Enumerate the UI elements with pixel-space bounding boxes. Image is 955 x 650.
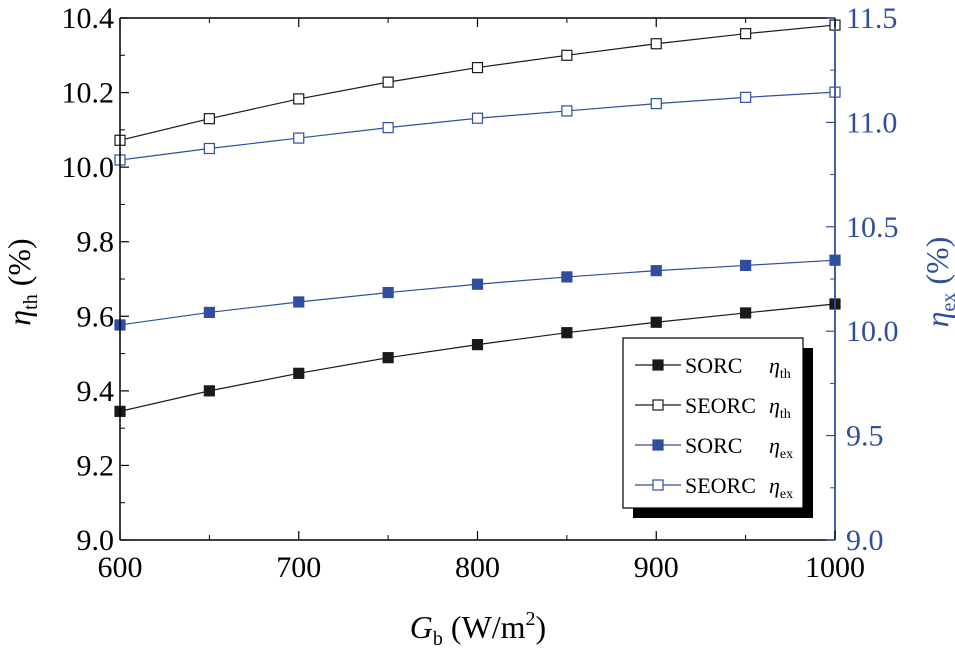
legend-symbol-2: ηex bbox=[769, 433, 793, 462]
series-3-point-1 bbox=[203, 142, 215, 155]
series-0-point-3 bbox=[382, 352, 394, 364]
legend-symbol-0: ηth bbox=[769, 353, 791, 382]
series-line-3 bbox=[119, 91, 836, 161]
legend-marker-2 bbox=[652, 439, 664, 451]
series-2-point-6 bbox=[650, 265, 662, 277]
series-2-point-7 bbox=[740, 259, 752, 272]
x-tick-label: 700 bbox=[276, 551, 321, 584]
series-3-point-7 bbox=[740, 91, 752, 103]
x-axis-title: Gb (W/m2) bbox=[410, 608, 546, 650]
left-tick-label: 9.4 bbox=[77, 375, 115, 408]
series-0-point-1 bbox=[203, 385, 215, 397]
left-tick-label: 9.2 bbox=[77, 449, 115, 482]
legend-label-3: SEORC bbox=[685, 473, 756, 498]
x-tick-label: 600 bbox=[98, 551, 143, 584]
legend-label-2: SORC bbox=[685, 433, 742, 458]
legend-symbol-3: ηex bbox=[769, 473, 793, 502]
right-axis-title: ηex (%) bbox=[919, 237, 955, 328]
legend-label-0: SORC bbox=[685, 353, 742, 378]
series-2-point-1 bbox=[203, 306, 215, 319]
series-2-point-3 bbox=[382, 286, 394, 299]
left-axis-title: ηth (%) bbox=[1, 238, 42, 325]
series-3-point-6 bbox=[650, 98, 662, 110]
series-1-point-6 bbox=[650, 38, 662, 50]
series-2-point-5 bbox=[561, 271, 573, 283]
legend-label-1: SEORC bbox=[685, 393, 756, 418]
series-3-point-2 bbox=[293, 132, 305, 144]
left-tick-label: 9.6 bbox=[77, 300, 115, 333]
legend-marker-3 bbox=[652, 479, 664, 491]
left-tick-label: 9.8 bbox=[77, 226, 115, 259]
series-3-point-3 bbox=[382, 122, 394, 134]
left-tick-label: 10.0 bbox=[62, 151, 115, 184]
x-tick-label: 800 bbox=[455, 551, 500, 584]
series-1-point-2 bbox=[293, 93, 305, 105]
x-tick-label: 1000 bbox=[805, 551, 865, 584]
left-tick-label: 10.4 bbox=[62, 2, 115, 35]
series-0-point-5 bbox=[561, 327, 573, 339]
series-0-point-7 bbox=[740, 307, 752, 319]
right-tick-label: 10.5 bbox=[846, 211, 899, 244]
series-3-point-4 bbox=[471, 112, 484, 124]
right-tick-label: 11.0 bbox=[846, 106, 897, 139]
series-0-point-2 bbox=[293, 367, 305, 379]
legend-marker-0 bbox=[652, 359, 664, 371]
series-3-point-5 bbox=[561, 105, 573, 117]
legend-marker-1 bbox=[652, 399, 664, 411]
series-1-point-5 bbox=[561, 49, 573, 61]
series-1-point-4 bbox=[471, 61, 484, 74]
right-tick-label: 11.5 bbox=[846, 2, 897, 35]
left-tick-label: 10.2 bbox=[62, 77, 115, 110]
series-0-point-4 bbox=[471, 339, 484, 351]
series-0-point-6 bbox=[650, 316, 662, 328]
series-1-point-7 bbox=[740, 28, 752, 40]
series-2-point-4 bbox=[471, 278, 484, 290]
left-tick-label: 9.0 bbox=[77, 524, 115, 557]
right-tick-label: 10.0 bbox=[846, 315, 899, 348]
right-tick-label: 9.5 bbox=[846, 420, 884, 453]
series-2-point-2 bbox=[293, 296, 305, 308]
series-1-point-1 bbox=[203, 113, 215, 125]
legend-symbol-1: ηth bbox=[769, 393, 791, 422]
legend: SORC ηth SEORC ηth SORC ηex SEORC ηex bbox=[622, 337, 813, 518]
right-tick-label: 9.0 bbox=[846, 524, 884, 557]
series-1-point-3 bbox=[382, 76, 394, 88]
x-tick-label: 900 bbox=[634, 551, 679, 584]
